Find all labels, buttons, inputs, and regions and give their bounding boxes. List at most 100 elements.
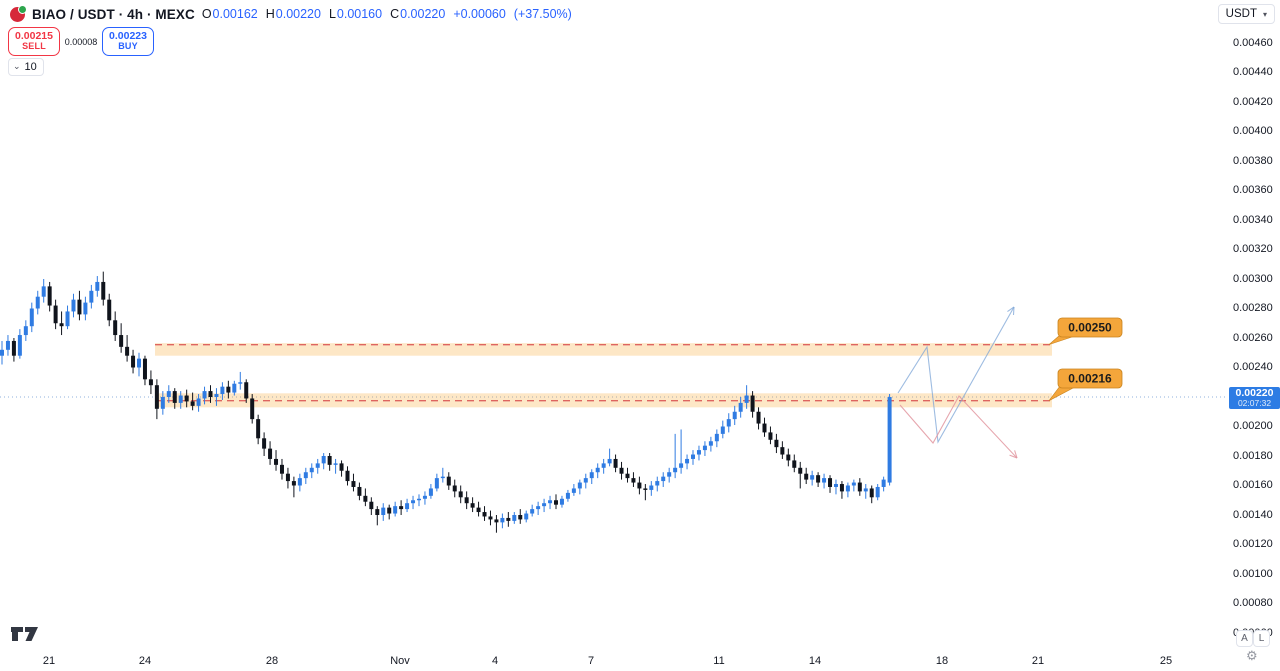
- candle-body: [11, 340, 16, 356]
- time-axis-tick: 11: [713, 655, 725, 667]
- candle-body: [428, 488, 433, 496]
- price-callout-text: 0.00216: [1068, 372, 1112, 386]
- candle-body: [559, 498, 564, 505]
- price-callout-box[interactable]: [1057, 317, 1123, 338]
- candle-body: [780, 447, 785, 455]
- candle-body: [738, 402, 743, 412]
- candle-body: [720, 426, 725, 434]
- chart-canvas[interactable]: 0.00250 0.00216: [0, 0, 1280, 648]
- ohlc-open-value: 0.00162: [212, 7, 258, 21]
- candle-body: [178, 395, 183, 403]
- projection-arrow-down-line: [899, 395, 1018, 459]
- candle-body: [857, 482, 862, 492]
- candle-body: [172, 391, 177, 403]
- buy-button[interactable]: 0.00223 BUY: [102, 27, 154, 56]
- price-axis-tick: 0.00140: [1233, 508, 1273, 521]
- candle-body: [351, 481, 356, 487]
- candle-body: [673, 467, 678, 473]
- time-axis-tick: Nov: [390, 655, 410, 667]
- buy-price: 0.00223: [109, 30, 147, 43]
- candle-body: [875, 486, 880, 498]
- price-axis-tick: 0.00440: [1233, 66, 1273, 78]
- candle-body: [458, 491, 463, 498]
- candle-body: [732, 411, 737, 420]
- support-zone[interactable]: 0.00216: [155, 368, 1123, 408]
- candle-body: [393, 506, 398, 514]
- auto-scale-button[interactable]: A: [1236, 630, 1253, 647]
- candle-body: [131, 355, 136, 368]
- candle-body: [822, 478, 827, 483]
- price-axis-tick: 0.00200: [1233, 420, 1273, 432]
- price-callout-box[interactable]: [1057, 368, 1123, 389]
- current-price-value: 0.00220: [1235, 387, 1274, 400]
- currency-selector[interactable]: USDT ▾: [1217, 4, 1275, 24]
- candle-body: [702, 445, 707, 451]
- candle-body: [488, 516, 493, 520]
- candle-body: [327, 456, 332, 465]
- price-axis-tick: 0.00120: [1233, 538, 1273, 550]
- candle-body: [148, 379, 153, 386]
- candle-body: [35, 296, 40, 309]
- candle-body: [23, 326, 28, 336]
- projection-arrow-down[interactable]: [899, 395, 1018, 459]
- ohlc-change-percent: (+37.50%): [513, 7, 572, 21]
- candle-body: [274, 458, 279, 465]
- price-axis-tick: 0.00280: [1233, 302, 1273, 314]
- resistance-zone-fill: [155, 343, 1052, 356]
- price-axis-tick: 0.00380: [1233, 154, 1273, 167]
- candle-body: [679, 463, 684, 468]
- candle-body: [166, 391, 171, 397]
- candle-body: [137, 358, 142, 368]
- candle-body: [810, 475, 815, 480]
- candle-body: [845, 485, 850, 492]
- candle-body: [685, 458, 690, 464]
- projection-arrow-up-head: [1007, 306, 1015, 313]
- candle-body: [262, 438, 267, 449]
- candle-body: [726, 419, 731, 427]
- indicator-legend[interactable]: ⌄ 10: [8, 58, 44, 76]
- sell-label: SELL: [22, 41, 46, 52]
- time-axis-tick: 21: [1031, 655, 1045, 667]
- price-axis-tick: 0.00260: [1233, 331, 1273, 344]
- candle-body: [220, 386, 225, 395]
- candle-body: [381, 507, 386, 515]
- candle-body: [416, 498, 421, 501]
- candle-body: [530, 509, 535, 514]
- candle-body: [512, 515, 517, 521]
- candle-body: [470, 503, 475, 508]
- candle-body: [268, 448, 273, 459]
- price-axis-tick: 0.00460: [1233, 36, 1273, 49]
- candle-body: [542, 503, 547, 507]
- time-axis-tick: 18: [935, 655, 949, 667]
- price-axis-tick: 0.00400: [1233, 125, 1273, 137]
- tradingview-watermark-icon[interactable]: [9, 620, 43, 646]
- sell-button[interactable]: 0.00215 SELL: [8, 27, 60, 56]
- candle-body: [339, 463, 344, 471]
- candle-body: [828, 478, 833, 487]
- candle-body: [643, 488, 648, 490]
- candle-body: [667, 472, 672, 477]
- bar-countdown: 02:07:32: [1237, 398, 1272, 409]
- current-price-label[interactable]: 0.00220 02:07:32: [1229, 387, 1280, 409]
- candle-body: [411, 500, 416, 504]
- candle-body: [631, 478, 636, 483]
- candle-body: [17, 335, 22, 356]
- candle-body: [0, 349, 4, 356]
- ohlc-high-value: 0.00220: [275, 7, 321, 21]
- resistance-zone[interactable]: 0.00250: [155, 317, 1123, 356]
- candle-body: [333, 463, 338, 465]
- candle-body: [554, 500, 559, 505]
- symbol-title[interactable]: BIAO / USDT · 4h · MEXC: [32, 6, 195, 22]
- gear-icon[interactable]: ⚙: [1246, 648, 1258, 663]
- ohlc-low-key: L: [328, 7, 336, 21]
- price-axis-tick: 0.00360: [1233, 184, 1273, 196]
- candle-body: [113, 320, 118, 336]
- candle-body: [756, 411, 761, 424]
- candle-body: [59, 323, 64, 327]
- candle-body: [768, 432, 773, 440]
- candle-body: [291, 481, 296, 486]
- candle-body: [95, 281, 100, 291]
- log-scale-button[interactable]: L: [1253, 630, 1270, 647]
- projection-arrow-down-head: [1014, 450, 1018, 459]
- projection-arrow-up[interactable]: [897, 306, 1015, 444]
